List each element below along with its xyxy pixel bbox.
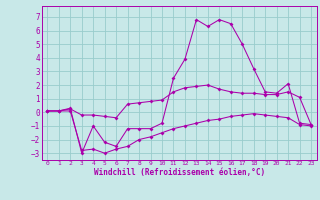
X-axis label: Windchill (Refroidissement éolien,°C): Windchill (Refroidissement éolien,°C) (94, 168, 265, 177)
